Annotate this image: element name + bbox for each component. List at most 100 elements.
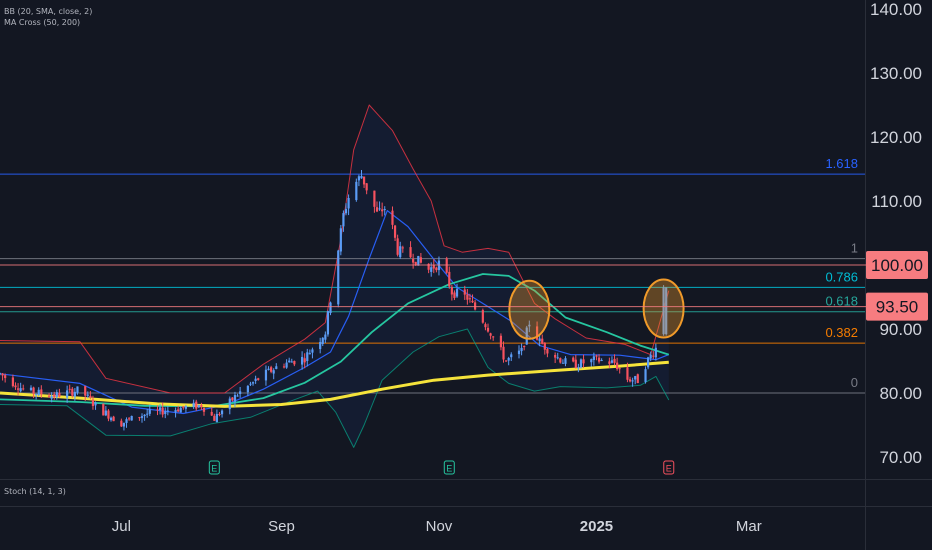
candle bbox=[40, 385, 43, 398]
candle-body bbox=[89, 395, 92, 398]
candle bbox=[282, 363, 286, 369]
candle-body bbox=[215, 414, 218, 423]
candle-body bbox=[311, 349, 314, 353]
candle bbox=[50, 392, 53, 403]
earnings-marker[interactable] bbox=[663, 460, 675, 475]
candle-body bbox=[592, 356, 595, 360]
candle-body bbox=[122, 422, 126, 427]
candle bbox=[270, 365, 273, 374]
candle bbox=[347, 194, 350, 216]
candle-body bbox=[288, 360, 291, 363]
candle-body bbox=[202, 407, 206, 412]
candle bbox=[200, 402, 203, 411]
price-axis-tick-label: 140.00 bbox=[870, 0, 922, 19]
candle-body bbox=[357, 176, 361, 181]
candle-body bbox=[76, 386, 79, 393]
candle-body bbox=[412, 258, 415, 263]
candle-body bbox=[481, 310, 484, 323]
candle-body bbox=[71, 388, 74, 396]
candle bbox=[66, 385, 69, 403]
candle-body bbox=[510, 354, 513, 358]
candle-body bbox=[582, 359, 585, 364]
candle-body bbox=[541, 338, 544, 344]
candle-body bbox=[282, 366, 286, 368]
candle bbox=[192, 399, 195, 409]
candle-body bbox=[538, 338, 541, 342]
candle-body bbox=[339, 228, 342, 252]
candle-body bbox=[109, 417, 113, 421]
candle-body bbox=[146, 413, 149, 415]
candle-body bbox=[525, 327, 528, 345]
time-axis-tick-label: 2025 bbox=[580, 518, 613, 535]
bb-legend-label[interactable]: BB (20, SMA, close, 2) bbox=[4, 7, 93, 16]
earnings-marker[interactable] bbox=[443, 460, 455, 475]
candle-body bbox=[391, 210, 394, 225]
candle-body bbox=[138, 417, 141, 419]
candle bbox=[474, 299, 477, 311]
candle bbox=[22, 384, 25, 391]
candle-body bbox=[228, 398, 231, 410]
ma-legend-label[interactable]: MA Cross (50, 200) bbox=[4, 18, 81, 27]
candle bbox=[37, 387, 40, 397]
candle-body bbox=[628, 379, 632, 382]
candle bbox=[608, 357, 611, 369]
candle bbox=[272, 368, 275, 380]
candle-body bbox=[489, 333, 492, 336]
price-axis-tick-label: 80.00 bbox=[879, 384, 922, 403]
candle-body bbox=[47, 395, 51, 398]
candle bbox=[86, 391, 89, 399]
candle bbox=[572, 356, 575, 363]
candle-body bbox=[499, 335, 503, 348]
candle bbox=[288, 357, 291, 363]
earnings-marker-label: E bbox=[446, 464, 452, 474]
candle-body bbox=[239, 391, 242, 394]
candle bbox=[417, 255, 420, 266]
candle bbox=[471, 294, 474, 304]
candle-body bbox=[29, 387, 33, 391]
candle bbox=[11, 374, 15, 388]
candle-body bbox=[11, 377, 15, 387]
candle bbox=[53, 391, 56, 400]
candle bbox=[373, 190, 376, 213]
candle-body bbox=[453, 292, 456, 298]
candle-body bbox=[200, 405, 203, 408]
candle bbox=[559, 357, 562, 364]
candle-body bbox=[68, 388, 71, 390]
candle-body bbox=[375, 207, 379, 212]
candle-body bbox=[120, 420, 123, 427]
candle bbox=[574, 354, 577, 369]
candle-body bbox=[290, 361, 293, 363]
candle bbox=[597, 354, 601, 364]
stoch-legend-label[interactable]: Stoch (14, 1, 3) bbox=[4, 487, 66, 496]
candle bbox=[319, 337, 322, 354]
candle-body bbox=[610, 360, 614, 363]
candle-body bbox=[417, 255, 420, 266]
candle bbox=[595, 354, 598, 361]
candle bbox=[665, 287, 668, 336]
candle-body bbox=[192, 402, 195, 407]
candle bbox=[401, 245, 404, 253]
candle-body bbox=[450, 286, 453, 295]
candle-body bbox=[600, 359, 603, 361]
candle bbox=[455, 283, 459, 298]
candle-body bbox=[448, 271, 451, 287]
time-axis-tick-label: Jul bbox=[112, 518, 131, 535]
candle bbox=[561, 359, 564, 364]
candle bbox=[324, 331, 327, 343]
candle bbox=[448, 266, 451, 289]
earnings-marker[interactable] bbox=[208, 460, 220, 475]
candle bbox=[164, 407, 167, 419]
candle bbox=[290, 358, 293, 363]
candle-body bbox=[324, 334, 327, 340]
candle-body bbox=[1, 373, 4, 376]
candle bbox=[577, 363, 580, 373]
candle-body bbox=[329, 302, 332, 313]
candle-body bbox=[161, 407, 164, 415]
candle bbox=[453, 290, 456, 301]
candle bbox=[618, 367, 621, 374]
fib-level-label: 0.786 bbox=[825, 269, 858, 284]
candle-body bbox=[73, 391, 76, 397]
candle bbox=[636, 373, 639, 384]
